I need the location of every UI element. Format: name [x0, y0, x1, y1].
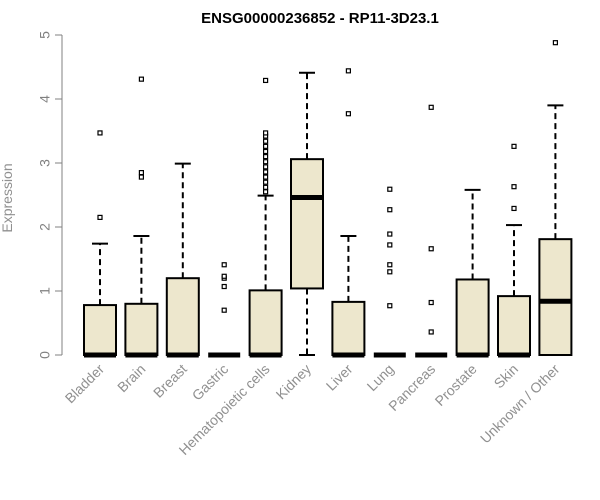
- outlier-point: [552, 40, 559, 46]
- outlier-point: [387, 262, 393, 268]
- box-1: [124, 76, 159, 358]
- box-iqr: [538, 238, 573, 356]
- x-tick-label: Prostate: [432, 361, 480, 409]
- box-iqr: [124, 302, 159, 356]
- y-tick-label: 3: [37, 159, 53, 167]
- box-iqr: [331, 300, 366, 357]
- x-tick-label: Breast: [150, 361, 190, 401]
- box-10: [497, 143, 531, 358]
- x-tick-label: Bladder: [62, 361, 108, 407]
- outlier-point: [387, 231, 393, 237]
- outlier-point: [138, 170, 144, 176]
- y-tick-label: 2: [37, 223, 53, 231]
- box-iqr: [248, 289, 283, 356]
- outlier-point: [138, 174, 144, 180]
- outlier-point: [345, 68, 351, 74]
- x-tick-label: Unknown / Other: [477, 361, 563, 447]
- outlier-point: [428, 246, 434, 252]
- y-tick-label: 5: [37, 31, 53, 39]
- outlier-point: [263, 77, 269, 84]
- outlier-point: [387, 269, 393, 275]
- box-0: [83, 130, 117, 358]
- outlier-point: [263, 130, 269, 136]
- outlier-point: [263, 179, 269, 185]
- box-6: [331, 68, 366, 358]
- box-group: [83, 40, 573, 358]
- x-tick-label: Kidney: [273, 361, 315, 403]
- box-9: [455, 188, 490, 358]
- outlier-point: [387, 242, 393, 248]
- y-axis-label: Expression: [0, 163, 15, 232]
- outlier-point: [221, 307, 227, 313]
- box-iqr: [455, 278, 490, 357]
- outlier-point: [97, 214, 103, 220]
- outlier-point: [263, 159, 269, 165]
- outlier-point: [511, 184, 517, 190]
- x-tick-label: Liver: [323, 361, 356, 394]
- outlier-point: [263, 169, 269, 175]
- box-5: [290, 71, 324, 356]
- y-axis: 0 1 2 3 4 5: [37, 31, 63, 359]
- box-iqr: [290, 158, 324, 290]
- box-2: [165, 162, 200, 358]
- outlier-point: [138, 76, 144, 82]
- outlier-point: [263, 143, 269, 149]
- box-iqr: [83, 304, 117, 356]
- outlier-point: [263, 174, 269, 180]
- outlier-point: [221, 283, 227, 290]
- outlier-point: [221, 262, 227, 268]
- outlier-point: [428, 329, 434, 335]
- outlier-point: [387, 303, 393, 309]
- outlier-point: [263, 148, 269, 155]
- box-7: [373, 186, 406, 358]
- x-tick-label: Skin: [491, 361, 522, 392]
- outlier-point: [221, 273, 227, 279]
- y-tick-label: 0: [37, 351, 53, 359]
- box-iqr: [497, 295, 531, 356]
- box-11: [538, 40, 573, 356]
- outlier-point: [263, 184, 269, 190]
- outlier-point: [511, 205, 517, 212]
- chart-title: ENSG00000236852 - RP11-3D23.1: [201, 10, 439, 27]
- box-iqr: [165, 277, 200, 357]
- outlier-point: [345, 111, 351, 117]
- outlier-point: [428, 299, 434, 306]
- outlier-point: [263, 164, 269, 170]
- outlier-point: [263, 189, 269, 195]
- box-3: [208, 262, 241, 358]
- outlier-point: [387, 207, 393, 213]
- y-tick-label: 1: [37, 287, 53, 295]
- x-tick-label: Lung: [364, 361, 397, 394]
- box-8: [415, 104, 448, 358]
- outlier-point: [511, 143, 517, 149]
- box-4: [248, 77, 283, 358]
- outlier-point: [387, 186, 393, 192]
- outlier-point: [263, 138, 269, 144]
- x-tick-label: Brain: [114, 361, 148, 395]
- outlier-point: [263, 154, 269, 160]
- y-tick-label: 4: [37, 95, 53, 103]
- outlier-point: [428, 104, 434, 110]
- outlier-point: [97, 130, 103, 136]
